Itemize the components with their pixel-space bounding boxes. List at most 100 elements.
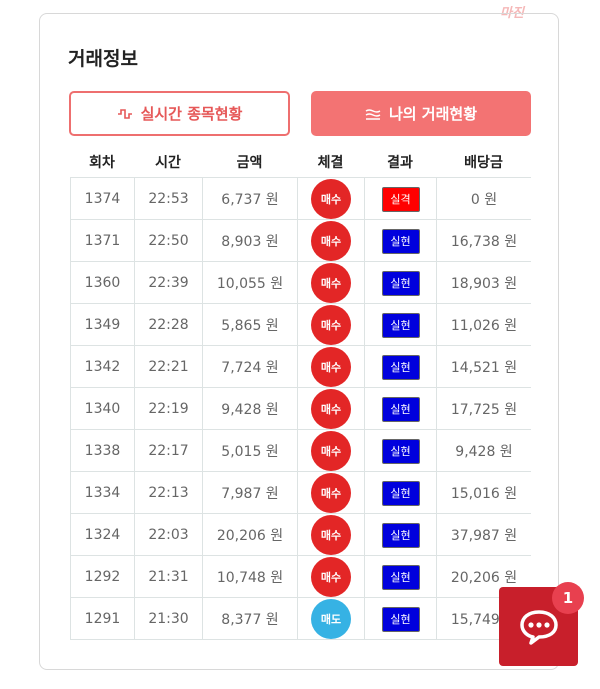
column-header: 시간: [155, 155, 181, 171]
table-cell: 1360: [70, 262, 134, 304]
tab-label: 실시간 종목현황: [140, 105, 243, 123]
table-cell: 매수: [297, 556, 364, 598]
table-cell: 실현: [364, 262, 436, 304]
table-row: 1349 22:28 5,865 원 매수 실현 11,026 원: [70, 304, 531, 346]
column-header: 금액: [236, 155, 263, 171]
table-cell: 20,206 원: [436, 556, 531, 598]
card-title: 거래정보: [68, 48, 138, 70]
table-cell: 20,206 원: [202, 514, 297, 556]
table-cell: 1340: [70, 388, 134, 430]
table-row: 1338 22:17 5,015 원 매수 실현 9,428 원: [70, 430, 531, 472]
table-cell: 22:03: [134, 514, 202, 556]
table-cell: 실현: [364, 472, 436, 514]
result-badge: 실현: [381, 312, 420, 338]
trade-badge: 매수: [311, 431, 351, 471]
table-cell: 1374: [70, 178, 134, 220]
table-cell: 5,865 원: [202, 304, 297, 346]
table-cell: 실현: [364, 220, 436, 262]
table-cell: 22:13: [134, 472, 202, 514]
result-badge: 실현: [381, 438, 420, 464]
table-cell: 9,428 원: [202, 388, 297, 430]
trade-badge: 매수: [311, 305, 351, 345]
table-cell: 8,903 원: [202, 220, 297, 262]
table-cell: 1349: [70, 304, 134, 346]
trade-badge: 매수: [311, 221, 351, 261]
table-row: 1291 21:30 8,377 원 매도 실현 15,749 원: [70, 598, 531, 640]
trade-badge: 매수: [311, 473, 351, 513]
table-row: 1324 22:03 20,206 원 매수 실현 37,987 원: [70, 514, 531, 556]
table-cell: 1338: [70, 430, 134, 472]
table-cell: 실현: [364, 514, 436, 556]
table-cell: 매수: [297, 304, 364, 346]
result-badge: 실현: [381, 564, 420, 590]
table-cell: 17,725 원: [436, 388, 531, 430]
wave-icon: [117, 108, 132, 119]
tab-button[interactable]: 실시간 종목현황: [69, 91, 290, 136]
table-cell: 22:50: [134, 220, 202, 262]
card: [39, 13, 559, 670]
column-header: 회차: [89, 155, 115, 171]
trade-badge: 매수: [311, 179, 351, 219]
table-cell: 실현: [364, 598, 436, 640]
table-row: 1371 22:50 8,903 원 매수 실현 16,738 원: [70, 220, 531, 262]
table-cell: 매수: [297, 346, 364, 388]
result-badge: 실현: [381, 480, 420, 506]
result-badge: 실현: [381, 606, 420, 632]
notification-badge: 1: [552, 582, 584, 614]
table-cell: 6,737 원: [202, 178, 297, 220]
table-cell: 매수: [297, 472, 364, 514]
table-cell: 16,738 원: [436, 220, 531, 262]
table-row: 1374 22:53 6,737 원 매수 실격 0 원: [70, 178, 531, 220]
table-cell: 매수: [297, 430, 364, 472]
table-cell: 22:39: [134, 262, 202, 304]
table-cell: 21:31: [134, 556, 202, 598]
table-cell: 10,055 원: [202, 262, 297, 304]
table-cell: 매수: [297, 220, 364, 262]
table-row: 1292 21:31 10,748 원 매수 실현 20,206 원: [70, 556, 531, 598]
table-cell: 9,428 원: [436, 430, 531, 472]
table-cell: 0 원: [436, 178, 531, 220]
table-cell: 14,521 원: [436, 346, 531, 388]
table-row: 1360 22:39 10,055 원 매수 실현 18,903 원: [70, 262, 531, 304]
table-cell: 1291: [70, 598, 134, 640]
trade-badge: 매수: [311, 263, 351, 303]
list-icon: [365, 108, 381, 120]
table-cell: 11,026 원: [436, 304, 531, 346]
table-cell: 실격: [364, 178, 436, 220]
table-cell: 매수: [297, 178, 364, 220]
table-cell: 22:53: [134, 178, 202, 220]
trade-badge: 매수: [311, 515, 351, 555]
table-cell: 실현: [364, 430, 436, 472]
table-row: 1342 22:21 7,724 원 매수 실현 14,521 원: [70, 346, 531, 388]
table-cell: 매수: [297, 388, 364, 430]
table-cell: 18,903 원: [436, 262, 531, 304]
table-cell: 실현: [364, 556, 436, 598]
column-header: 배당금: [464, 155, 503, 171]
column-header: 체결: [317, 155, 344, 171]
table-cell: 매수: [297, 514, 364, 556]
table-cell: 실현: [364, 388, 436, 430]
table-cell: 1292: [70, 556, 134, 598]
table-cell: 22:17: [134, 430, 202, 472]
table-cell: 22:21: [134, 346, 202, 388]
table-row: 1340 22:19 9,428 원 매수 실현 17,725 원: [70, 388, 531, 430]
table-cell: 8,377 원: [202, 598, 297, 640]
trade-badge: 매수: [311, 389, 351, 429]
table-cell: 7,987 원: [202, 472, 297, 514]
table-cell: 15,016 원: [436, 472, 531, 514]
result-badge: 실현: [381, 522, 420, 548]
table-row: 1334 22:13 7,987 원 매수 실현 15,016 원: [70, 472, 531, 514]
trade-badge: 매수: [311, 347, 351, 387]
table-cell: 22:19: [134, 388, 202, 430]
table-cell: 21:30: [134, 598, 202, 640]
result-badge: 실현: [381, 228, 420, 254]
table-cell: 37,987 원: [436, 514, 531, 556]
tab-label: 나의 거래현황: [388, 105, 478, 123]
table-cell: 10,748 원: [202, 556, 297, 598]
result-badge: 실격: [381, 186, 420, 212]
table-cell: 매도: [297, 598, 364, 640]
table-cell: 1371: [70, 220, 134, 262]
tab-button[interactable]: 나의 거래현황: [311, 91, 531, 136]
table-cell: 5,015 원: [202, 430, 297, 472]
